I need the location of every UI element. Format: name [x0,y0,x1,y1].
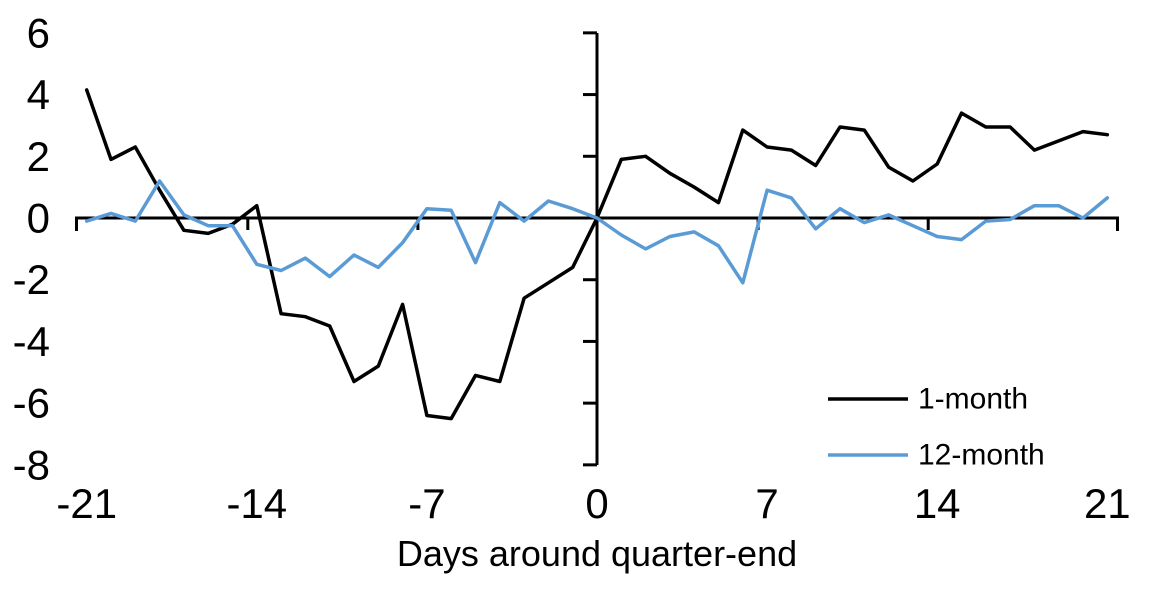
legend-label-12-month: 12-month [918,439,1045,472]
legend-label-1-month: 1-month [918,383,1028,416]
y-tick-label: 6 [27,9,50,56]
x-tick-label: 7 [755,480,778,527]
y-tick-label: 2 [27,133,50,180]
x-tick-label: -14 [226,480,287,527]
y-tick-label: -8 [13,441,50,488]
y-tick-label: -4 [13,318,50,365]
y-tick-label: -6 [13,380,50,427]
y-tick-label: 0 [27,195,50,242]
x-tick-label: 14 [914,480,961,527]
x-tick-label: -21 [56,480,117,527]
x-axis-title: Days around quarter-end [397,533,797,574]
series-line-12-month [84,179,1110,285]
x-tick-label: -7 [408,480,445,527]
y-tick-label: -2 [13,256,50,303]
x-tick-label: 0 [585,480,608,527]
x-tick-label: 21 [1084,480,1131,527]
y-tick-label: 4 [27,71,50,118]
